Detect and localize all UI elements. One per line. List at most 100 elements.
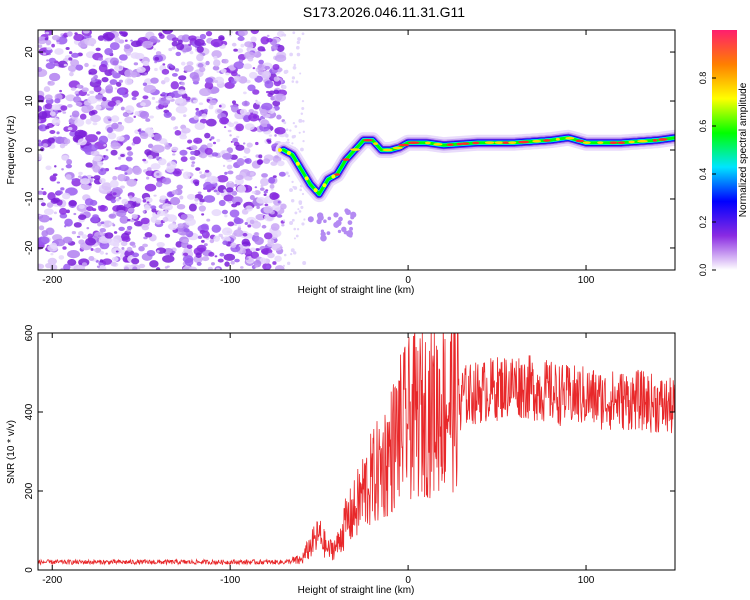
noise-blob bbox=[204, 147, 213, 155]
noise-blob bbox=[67, 65, 77, 72]
noise-blob bbox=[92, 122, 98, 126]
noise-blob bbox=[105, 85, 114, 93]
noise-blob bbox=[222, 58, 229, 64]
noise-blob bbox=[153, 133, 162, 142]
noise-blob bbox=[174, 68, 180, 72]
noise-blob bbox=[55, 190, 63, 195]
noise-blob bbox=[219, 103, 226, 109]
noise-blob bbox=[64, 218, 73, 227]
noise-blob bbox=[100, 221, 105, 225]
noise-blob bbox=[144, 204, 151, 211]
noise-blob bbox=[218, 233, 223, 237]
noise-blob bbox=[272, 100, 281, 107]
noise-blob bbox=[51, 104, 60, 111]
noise-blob bbox=[253, 190, 261, 196]
noise-blob bbox=[236, 48, 244, 54]
noise-blob bbox=[264, 80, 274, 89]
noise-blob bbox=[155, 267, 161, 270]
noise-blob bbox=[154, 67, 158, 72]
noise-blob bbox=[228, 122, 235, 128]
noise-blob bbox=[282, 264, 286, 267]
noise-blob bbox=[79, 178, 91, 185]
noise-blob bbox=[251, 191, 256, 194]
noise-blob bbox=[240, 43, 245, 48]
noise-blob bbox=[61, 154, 70, 161]
ridge-hotspot bbox=[532, 139, 542, 143]
noise-blob bbox=[299, 188, 302, 192]
noise-blob bbox=[118, 65, 123, 70]
noise-blob bbox=[178, 75, 187, 81]
noise-blob bbox=[276, 114, 282, 120]
noise-blob bbox=[267, 252, 275, 259]
noise-blob bbox=[263, 205, 274, 214]
noise-blob bbox=[66, 31, 73, 37]
noise-blob bbox=[97, 222, 102, 227]
noise-blob bbox=[239, 108, 248, 115]
noise-blob bbox=[105, 252, 108, 255]
noise-blob bbox=[155, 181, 163, 188]
noise-blob bbox=[38, 125, 43, 130]
noise-blob bbox=[255, 101, 261, 105]
noise-blob bbox=[301, 222, 305, 226]
ridge-hotspot bbox=[637, 139, 648, 143]
ridge-hotspot bbox=[322, 183, 327, 188]
noise-blob bbox=[155, 51, 162, 56]
noise-blob bbox=[165, 95, 173, 101]
noise-blob bbox=[73, 96, 82, 104]
noise-blob bbox=[112, 241, 120, 248]
noise-blob bbox=[118, 164, 129, 172]
noise-blob bbox=[247, 84, 256, 92]
ridge-branch-blob bbox=[307, 216, 314, 223]
noise-blob bbox=[127, 151, 134, 157]
noise-blob bbox=[161, 177, 172, 185]
noise-blob bbox=[199, 118, 207, 124]
noise-blob bbox=[114, 87, 118, 90]
noise-blob bbox=[141, 40, 153, 49]
noise-blob bbox=[182, 238, 190, 244]
noise-blob bbox=[241, 100, 250, 107]
noise-blob bbox=[196, 244, 207, 252]
noise-blob bbox=[273, 89, 280, 95]
noise-blob bbox=[249, 195, 255, 201]
ridge-branch-blob bbox=[320, 234, 327, 242]
ridge-branch-blob bbox=[326, 231, 331, 236]
noise-blob bbox=[295, 234, 299, 238]
noise-blob bbox=[195, 107, 199, 111]
noise-blob bbox=[63, 263, 71, 270]
noise-blob bbox=[249, 219, 255, 225]
noise-blob bbox=[109, 57, 120, 66]
noise-blob bbox=[234, 258, 240, 263]
noise-blob bbox=[81, 105, 92, 114]
noise-blob bbox=[270, 161, 278, 166]
noise-blob bbox=[96, 131, 101, 135]
noise-blob bbox=[56, 41, 60, 45]
noise-blob bbox=[38, 225, 45, 231]
noise-blob bbox=[227, 129, 232, 133]
noise-blob bbox=[71, 52, 80, 58]
noise-blob bbox=[193, 115, 199, 121]
noise-blob bbox=[293, 63, 296, 67]
chart-title: S173.2026.046.11.31.G11 bbox=[303, 4, 465, 20]
noise-blob bbox=[116, 81, 122, 87]
ridge-hotspot bbox=[582, 141, 591, 144]
noise-blob bbox=[96, 265, 100, 268]
noise-blob bbox=[294, 211, 298, 215]
noise-blob bbox=[215, 267, 221, 270]
noise-blob bbox=[101, 76, 109, 83]
noise-blob bbox=[131, 90, 139, 97]
noise-blob bbox=[88, 110, 96, 116]
noise-blob bbox=[289, 220, 294, 225]
noise-blob bbox=[187, 139, 193, 144]
noise-blob bbox=[185, 47, 192, 52]
noise-blob bbox=[142, 60, 150, 67]
noise-blob bbox=[85, 237, 97, 246]
noise-blob bbox=[282, 219, 286, 222]
noise-blob bbox=[92, 64, 96, 67]
noise-blob bbox=[56, 181, 61, 184]
noise-blob bbox=[186, 244, 193, 249]
noise-blob bbox=[71, 110, 80, 118]
noise-blob bbox=[133, 62, 139, 66]
ridge-branch-blob bbox=[320, 231, 326, 237]
noise-blob bbox=[276, 214, 283, 218]
noise-blob bbox=[134, 111, 140, 116]
